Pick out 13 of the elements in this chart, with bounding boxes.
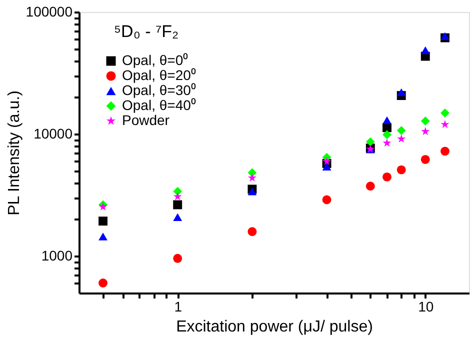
legend-label: Opal, θ=30⁰ [122,82,196,98]
legend-label: Opal, θ=0⁰ [122,52,188,68]
y-tick-label: 100000 [26,4,73,20]
y-tick-label: 10000 [34,126,73,142]
y-tick-label: 1000 [41,248,73,264]
legend-label: Powder [122,112,170,128]
legend-label: Opal, θ=20⁰ [122,67,196,83]
annotation: ⁵D₀ - ⁷F₂ [114,22,179,41]
x-axis-title: Excitation power (μJ/ pulse) [176,318,373,336]
legend-label: Opal, θ=40⁰ [122,97,196,113]
x-tick-label: 10 [418,298,434,314]
x-tick-label: 1 [174,298,182,314]
y-axis-title: PL Intensity (a.u.) [6,90,23,216]
